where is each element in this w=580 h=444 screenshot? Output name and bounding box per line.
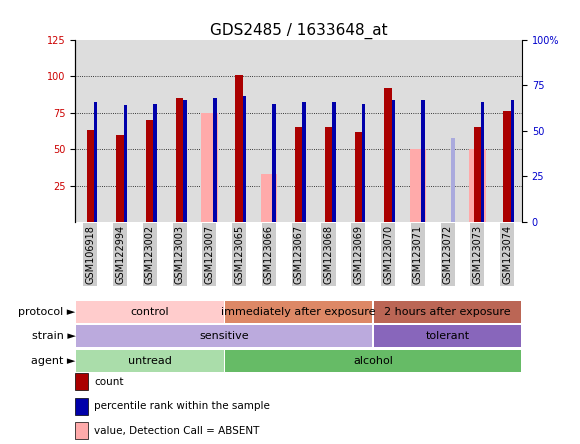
Bar — [295, 127, 302, 222]
Bar — [124, 106, 127, 222]
Bar — [332, 102, 336, 222]
Bar — [146, 120, 154, 222]
Bar — [201, 113, 218, 222]
Text: agent ►: agent ► — [31, 356, 75, 366]
Bar — [421, 100, 425, 222]
Bar — [242, 96, 246, 222]
Bar — [153, 104, 157, 222]
Text: strain ►: strain ► — [31, 331, 75, 341]
Text: 2 hours after exposure: 2 hours after exposure — [385, 307, 511, 317]
Text: untread: untread — [128, 356, 172, 366]
Bar — [510, 100, 514, 222]
Bar — [213, 98, 216, 222]
Bar — [117, 135, 124, 222]
Text: tolerant: tolerant — [426, 331, 470, 341]
Bar — [176, 98, 183, 222]
Bar — [76, 325, 372, 347]
Text: protocol ►: protocol ► — [18, 307, 75, 317]
Bar — [469, 149, 485, 222]
Text: value, Detection Call = ABSENT: value, Detection Call = ABSENT — [94, 426, 259, 436]
Bar — [94, 102, 97, 222]
Text: immediately after exposure: immediately after exposure — [222, 307, 376, 317]
Bar — [325, 127, 332, 222]
Bar — [86, 130, 94, 222]
Bar — [474, 127, 481, 222]
Text: count: count — [94, 377, 124, 387]
Bar — [183, 100, 187, 222]
Bar — [76, 350, 223, 372]
Bar — [225, 301, 372, 323]
Text: alcohol: alcohol — [353, 356, 393, 366]
Bar — [409, 149, 426, 222]
Bar — [354, 132, 362, 222]
Text: control: control — [130, 307, 169, 317]
Bar — [451, 138, 455, 222]
Bar — [374, 325, 521, 347]
Bar — [261, 174, 277, 222]
Title: GDS2485 / 1633648_at: GDS2485 / 1633648_at — [210, 22, 387, 39]
Bar — [374, 301, 521, 323]
Text: sensitive: sensitive — [200, 331, 249, 341]
Bar — [302, 102, 306, 222]
Bar — [273, 104, 276, 222]
Text: percentile rank within the sample: percentile rank within the sample — [94, 401, 270, 411]
Bar — [362, 104, 365, 222]
Bar — [481, 102, 484, 222]
Bar — [76, 301, 223, 323]
Bar — [392, 100, 395, 222]
Bar — [225, 350, 521, 372]
Bar — [235, 75, 243, 222]
Bar — [503, 111, 511, 222]
Bar — [385, 88, 392, 222]
